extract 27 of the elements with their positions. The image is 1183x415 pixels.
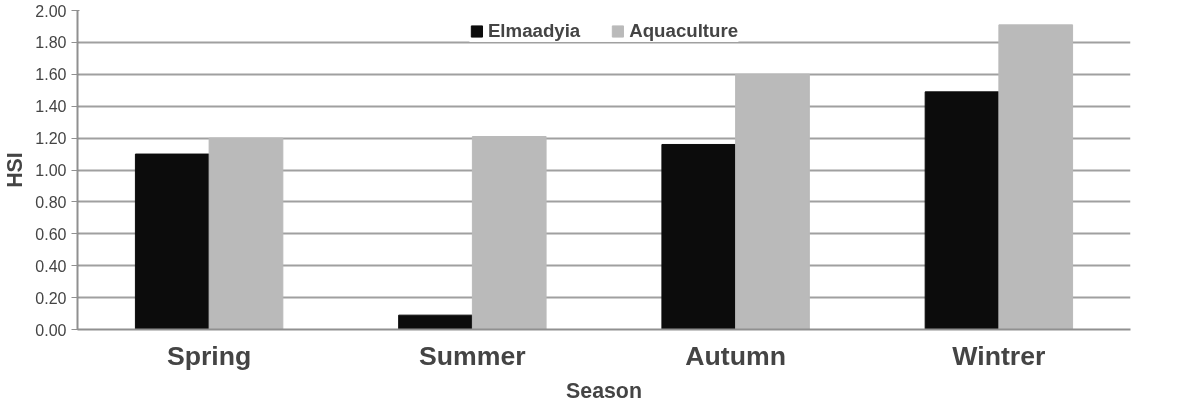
y-tick-label: 1.20 <box>35 130 67 148</box>
y-tick-label: 2.00 <box>35 2 67 20</box>
y-tick-label: 1.60 <box>35 66 67 84</box>
legend-label: Aquaculture <box>629 20 739 42</box>
x-tick-label: Wintrer <box>952 340 1046 371</box>
x-tick-label: Autumn <box>685 340 786 371</box>
bar <box>924 91 1000 330</box>
y-tick-label: 1.40 <box>35 98 67 116</box>
bar <box>398 314 473 330</box>
y-tick-label: 0.60 <box>35 225 67 243</box>
y-tick-label: 0.20 <box>35 289 67 307</box>
bar <box>735 73 810 330</box>
y-tick-label: 0.40 <box>35 257 67 275</box>
y-tick-label: 1.80 <box>35 34 67 52</box>
x-tick-label: Summer <box>419 340 526 371</box>
x-axis-title: Season <box>566 378 642 403</box>
bar <box>208 137 284 330</box>
y-tick-label: 0.00 <box>35 321 67 339</box>
bar <box>661 143 737 330</box>
bar <box>998 24 1074 330</box>
bar <box>134 153 210 330</box>
bar <box>471 136 547 330</box>
y-tick-label: 0.80 <box>35 193 67 211</box>
x-tick-label: Spring <box>166 340 252 371</box>
y-axis-title: HSI <box>3 152 28 188</box>
legend-label: Elmaadyia <box>487 20 581 42</box>
y-tick-label: 1.00 <box>35 162 67 179</box>
